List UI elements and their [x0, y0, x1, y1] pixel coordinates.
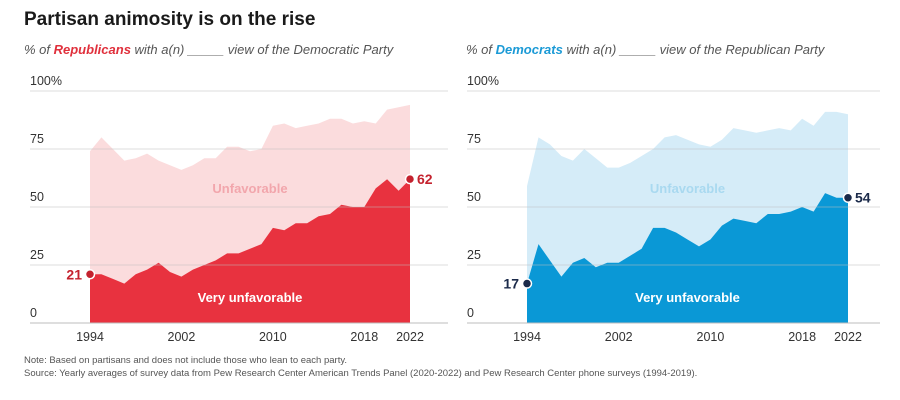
- democrats-ytick-100: 100%: [467, 74, 499, 88]
- democrats-very-unfavorable-area: [527, 193, 848, 323]
- democrats-series-label-very-unfavorable: Very unfavorable: [635, 290, 740, 305]
- left-subtitle-suffix: with a(n) _____ view of the Democratic P…: [130, 42, 394, 57]
- republicans-ytick-50: 50: [30, 190, 44, 204]
- republicans-ytick-100: 100%: [30, 74, 62, 88]
- republicans-series-label-unfavorable: Unfavorable: [212, 181, 287, 196]
- right-subtitle-prefix: % of: [466, 42, 496, 57]
- democrats-xtick-2010: 2010: [697, 330, 725, 344]
- republicans-xtick-2022: 2022: [396, 330, 424, 344]
- democrats-start-marker: [521, 278, 533, 289]
- democrats-ytick-50: 50: [467, 190, 481, 204]
- right-subtitle-party: Democrats: [495, 42, 563, 57]
- right-subtitle: % of Democrats with a(n) _____ view of t…: [466, 42, 824, 57]
- republicans-end-marker: [404, 173, 416, 185]
- source-text: Source: Yearly averages of survey data f…: [24, 368, 698, 379]
- republicans-very-unfavorable-area: [90, 179, 410, 323]
- democrats-xtick-2002: 2002: [605, 330, 633, 344]
- note-text: Note: Based on partisans and does not in…: [24, 355, 348, 366]
- right-subtitle-suffix: with a(n) _____ view of the Republican P…: [562, 42, 825, 57]
- republicans-xtick-1994: 1994: [76, 330, 104, 344]
- democrats-end-marker: [842, 192, 854, 203]
- republicans-start-label: 21: [66, 266, 82, 282]
- chart-title: Partisan animosity is on the rise: [24, 9, 316, 30]
- republicans-start-marker: [84, 269, 96, 280]
- democrats-ytick-75: 75: [467, 132, 481, 146]
- democrats-xtick-2022: 2022: [834, 330, 862, 344]
- democrats-end-label: 54: [855, 190, 871, 206]
- democrats-series-label-unfavorable: Unfavorable: [650, 181, 725, 196]
- republicans-ytick-0: 0: [30, 306, 37, 320]
- republicans-end-label: 62: [417, 171, 433, 187]
- left-subtitle-prefix: % of: [24, 42, 54, 57]
- democrats-ytick-0: 0: [467, 306, 474, 320]
- left-subtitle: % of Republicans with a(n) _____ view of…: [24, 42, 393, 57]
- republicans-series-label-very-unfavorable: Very unfavorable: [198, 290, 303, 305]
- democrats-ytick-25: 25: [467, 248, 481, 262]
- democrats-xtick-1994: 1994: [513, 330, 541, 344]
- left-subtitle-party: Republicans: [53, 42, 131, 57]
- republicans-xtick-2002: 2002: [168, 330, 196, 344]
- democrats-start-label: 17: [503, 276, 519, 292]
- republicans-xtick-2018: 2018: [350, 330, 378, 344]
- republicans-ytick-25: 25: [30, 248, 44, 262]
- republicans-xtick-2010: 2010: [259, 330, 287, 344]
- democrats-xtick-2018: 2018: [788, 330, 816, 344]
- republicans-ytick-75: 75: [30, 132, 44, 146]
